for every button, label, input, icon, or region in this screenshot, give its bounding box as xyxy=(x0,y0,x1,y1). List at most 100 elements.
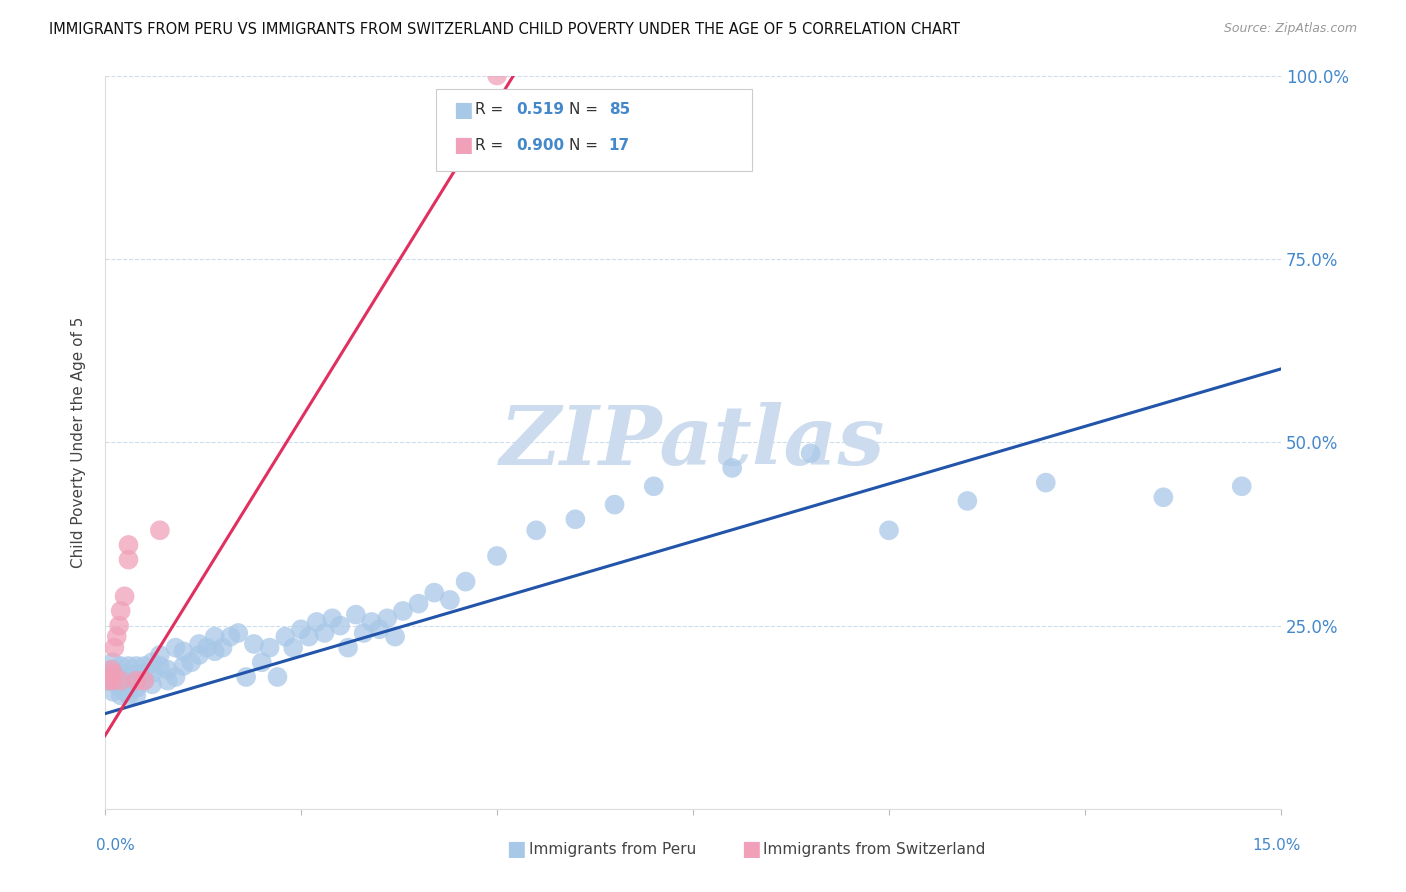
Point xyxy=(485,549,508,563)
Point xyxy=(165,640,187,655)
Point xyxy=(250,655,273,669)
Point xyxy=(204,630,226,644)
Point xyxy=(101,684,124,698)
Point xyxy=(110,673,132,688)
Point xyxy=(524,523,547,537)
Point xyxy=(114,684,136,698)
Point xyxy=(204,644,226,658)
Point xyxy=(219,630,242,644)
Point xyxy=(110,681,132,695)
Point xyxy=(149,659,172,673)
Point xyxy=(226,626,249,640)
Text: Source: ZipAtlas.com: Source: ZipAtlas.com xyxy=(1223,22,1357,36)
Point xyxy=(117,673,139,688)
Point xyxy=(121,670,143,684)
Point xyxy=(117,538,139,552)
Point xyxy=(117,681,139,695)
Point xyxy=(125,670,148,684)
Text: 15.0%: 15.0% xyxy=(1253,838,1301,853)
Point xyxy=(114,673,136,688)
Point xyxy=(156,663,179,677)
Point xyxy=(134,673,156,688)
Point xyxy=(172,659,194,673)
Point xyxy=(110,666,132,681)
Point xyxy=(392,604,415,618)
Text: N =: N = xyxy=(569,138,603,153)
Point xyxy=(298,630,321,644)
Point xyxy=(141,666,163,681)
Point xyxy=(877,523,900,537)
Point xyxy=(117,666,139,681)
Point xyxy=(105,670,128,684)
Point xyxy=(101,666,124,681)
Point xyxy=(108,618,131,632)
Text: R =: R = xyxy=(475,103,509,117)
Text: N =: N = xyxy=(569,103,603,117)
Point xyxy=(125,673,148,688)
Text: 17: 17 xyxy=(609,138,630,153)
Point xyxy=(1035,475,1057,490)
Point xyxy=(439,593,461,607)
Point xyxy=(956,494,979,508)
Text: Immigrants from Peru: Immigrants from Peru xyxy=(529,842,696,856)
Point xyxy=(305,615,328,629)
Point xyxy=(266,670,288,684)
Point xyxy=(134,673,156,688)
Text: Immigrants from Switzerland: Immigrants from Switzerland xyxy=(763,842,986,856)
Point xyxy=(360,615,382,629)
Point xyxy=(97,673,120,688)
Point xyxy=(384,630,406,644)
Point xyxy=(314,626,336,640)
Y-axis label: Child Poverty Under the Age of 5: Child Poverty Under the Age of 5 xyxy=(72,317,86,568)
Text: IMMIGRANTS FROM PERU VS IMMIGRANTS FROM SWITZERLAND CHILD POVERTY UNDER THE AGE : IMMIGRANTS FROM PERU VS IMMIGRANTS FROM … xyxy=(49,22,960,37)
Point xyxy=(423,585,446,599)
Point xyxy=(368,622,391,636)
Point xyxy=(110,673,132,688)
Point xyxy=(114,589,136,603)
Point xyxy=(195,640,218,655)
Point xyxy=(274,630,297,644)
Point xyxy=(149,523,172,537)
Text: 0.900: 0.900 xyxy=(516,138,564,153)
Point xyxy=(180,655,202,669)
Text: ■: ■ xyxy=(506,839,526,859)
Point xyxy=(721,461,744,475)
Point xyxy=(110,604,132,618)
Point xyxy=(603,498,626,512)
Point xyxy=(100,663,122,677)
Point xyxy=(408,597,430,611)
Text: 0.0%: 0.0% xyxy=(96,838,135,853)
Point xyxy=(117,552,139,566)
Point xyxy=(125,689,148,703)
Point xyxy=(110,689,132,703)
Point xyxy=(344,607,367,622)
Point xyxy=(1230,479,1253,493)
Point xyxy=(353,626,375,640)
Point xyxy=(141,655,163,669)
Point xyxy=(375,611,398,625)
Point xyxy=(329,618,352,632)
Text: ■: ■ xyxy=(453,136,472,155)
Point xyxy=(117,689,139,703)
Point xyxy=(105,630,128,644)
Point xyxy=(564,512,586,526)
Point xyxy=(117,659,139,673)
Point xyxy=(172,644,194,658)
Text: 85: 85 xyxy=(609,103,630,117)
Point xyxy=(188,637,211,651)
Point xyxy=(110,659,132,673)
Point xyxy=(134,666,156,681)
Point xyxy=(643,479,665,493)
Point xyxy=(485,69,508,83)
Point xyxy=(125,681,148,695)
Point xyxy=(149,648,172,662)
Point xyxy=(211,640,233,655)
Point xyxy=(96,673,118,688)
Point xyxy=(454,574,477,589)
Point xyxy=(188,648,211,662)
Point xyxy=(243,637,266,651)
Point xyxy=(141,677,163,691)
Point xyxy=(290,622,312,636)
Point xyxy=(97,670,120,684)
Point xyxy=(165,670,187,684)
